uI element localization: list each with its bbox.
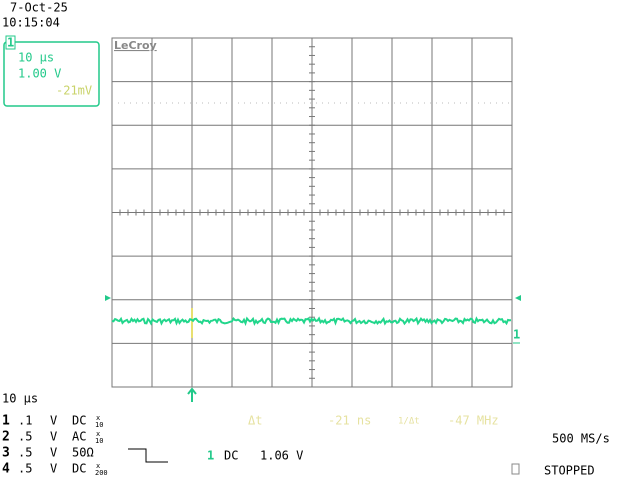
channel-offset: -21mV — [56, 84, 92, 98]
channel-unit: V — [50, 462, 57, 476]
channel-scale: .1 — [18, 414, 32, 428]
probe-symbol: x — [96, 430, 100, 438]
trigger-position-marker — [187, 387, 197, 402]
delta-t: -21 ns — [328, 414, 371, 428]
trace-label: 1 — [513, 328, 520, 342]
channel-coupling: 50Ω — [72, 446, 94, 460]
probe-factor: 200 — [95, 469, 108, 477]
channel-number: 2 — [2, 430, 10, 445]
brand: LeCroy — [114, 39, 157, 52]
trigger-channel: 1 — [207, 449, 214, 463]
channel-tag — [5, 35, 16, 50]
time: 10:15:04 — [2, 16, 60, 30]
channel-coupling: DC — [72, 462, 86, 476]
trigger-slope-icon — [128, 448, 168, 463]
status: STOPPED — [544, 464, 595, 478]
delta-t-label: Δt — [248, 414, 262, 428]
status-box — [511, 463, 520, 475]
channel-number: 1 — [2, 414, 10, 429]
channel-volts: 1.00 V — [18, 67, 61, 81]
graticule — [111, 37, 513, 388]
channel-scale: .5 — [18, 462, 32, 476]
probe-symbol: x — [96, 414, 100, 422]
channel-unit: V — [50, 414, 57, 428]
trigger-level: 1.06 V — [260, 449, 303, 463]
channel-unit: V — [50, 446, 57, 460]
trigger-level-marker — [105, 295, 111, 301]
channel-unit: V — [50, 430, 57, 444]
trigger-level-marker — [515, 295, 521, 301]
channel-number: 3 — [2, 446, 10, 461]
probe-factor: 10 — [95, 421, 103, 429]
channel-number: 4 — [2, 462, 10, 477]
sample-rate: 500 MS/s — [552, 432, 610, 446]
waveform-trace — [111, 316, 512, 327]
probe-factor: 10 — [95, 437, 103, 445]
probe-symbol: x — [96, 462, 100, 470]
trigger-coupling: DC — [224, 449, 238, 463]
channel-scale: .5 — [18, 446, 32, 460]
channel-timebase: 10 µs — [18, 51, 54, 65]
date: 7-Oct-25 — [10, 1, 68, 15]
inverse-label: 1/Δt — [398, 417, 420, 427]
timebase: 10 µs — [2, 392, 38, 406]
inverse: -47 MHz — [448, 414, 499, 428]
channel-scale: .5 — [18, 430, 32, 444]
channel-number: 1 — [7, 36, 14, 50]
channel-coupling: DC — [72, 414, 86, 428]
channel-box — [3, 41, 100, 107]
channel-coupling: AC — [72, 430, 86, 444]
